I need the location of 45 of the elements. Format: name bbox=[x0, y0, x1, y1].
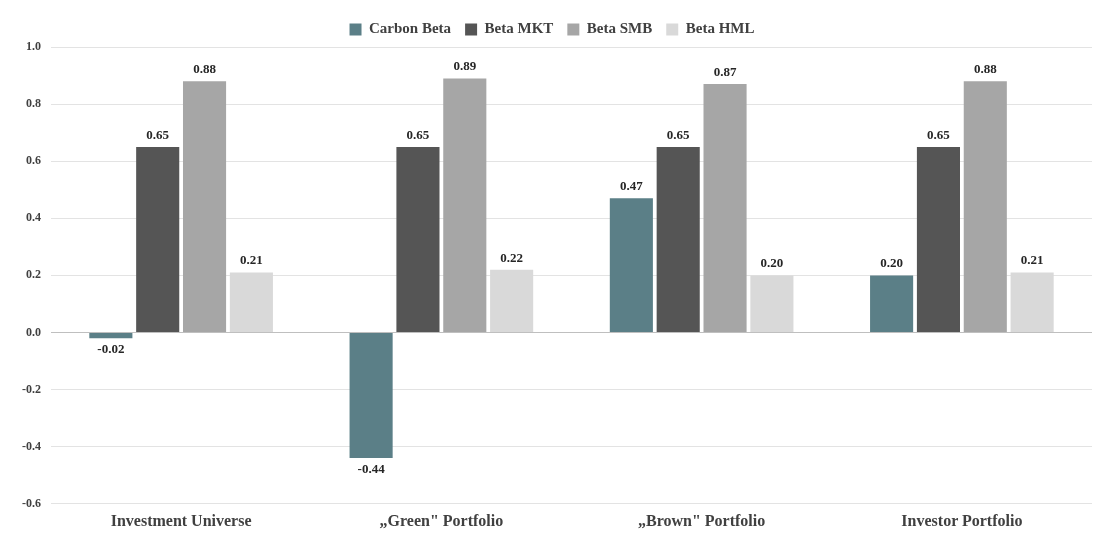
legend-label: Beta HML bbox=[685, 20, 755, 37]
data-label: 0.65 bbox=[146, 126, 170, 142]
y-tick-label: -0.6 bbox=[22, 495, 41, 510]
bar bbox=[656, 146, 700, 332]
y-tick-label: 1.0 bbox=[26, 39, 41, 54]
bar bbox=[396, 146, 440, 332]
data-label: 0.21 bbox=[1020, 252, 1044, 268]
bar bbox=[349, 333, 393, 459]
bar bbox=[703, 84, 747, 332]
data-label: 0.20 bbox=[760, 255, 784, 271]
data-label: 0.87 bbox=[713, 63, 737, 79]
y-tick-label: -0.4 bbox=[22, 438, 41, 453]
legend-label: Carbon Beta bbox=[369, 20, 452, 37]
y-tick-label: 0.8 bbox=[26, 96, 41, 111]
bar bbox=[443, 78, 487, 332]
bar bbox=[609, 198, 653, 332]
bar bbox=[183, 81, 227, 332]
data-label: 0.20 bbox=[880, 255, 903, 271]
data-label: -0.02 bbox=[97, 341, 125, 357]
legend-label: Beta SMB bbox=[586, 20, 653, 37]
y-tick-label: 0.6 bbox=[26, 153, 41, 168]
bar bbox=[963, 81, 1007, 332]
data-label: 0.65 bbox=[927, 126, 951, 142]
data-label: 0.47 bbox=[619, 178, 644, 194]
x-tick-label: Investment Universe bbox=[110, 511, 252, 529]
bar bbox=[916, 146, 960, 332]
y-tick-label: 0.2 bbox=[26, 267, 41, 282]
x-tick-label: „Green" Portfolio bbox=[379, 511, 504, 529]
data-label: 0.88 bbox=[193, 61, 217, 77]
data-label: 0.88 bbox=[973, 61, 998, 77]
y-tick-label: 0.0 bbox=[26, 324, 41, 339]
x-tick-label: „Brown" Portfolio bbox=[638, 511, 766, 529]
bar bbox=[89, 333, 133, 339]
data-label: 0.65 bbox=[406, 126, 430, 142]
x-tick-label: Investor Portfolio bbox=[901, 511, 1023, 529]
y-tick-label: -0.2 bbox=[22, 381, 41, 396]
data-label: 0.22 bbox=[500, 249, 524, 265]
bar bbox=[136, 146, 180, 332]
y-tick-label: 0.4 bbox=[26, 210, 41, 225]
legend-label: Beta MKT bbox=[484, 20, 554, 37]
data-label: 0.89 bbox=[453, 58, 477, 74]
bar bbox=[870, 275, 914, 332]
data-label: 0.65 bbox=[666, 126, 691, 142]
data-label: -0.44 bbox=[357, 460, 386, 476]
data-label: 0.21 bbox=[240, 252, 263, 268]
